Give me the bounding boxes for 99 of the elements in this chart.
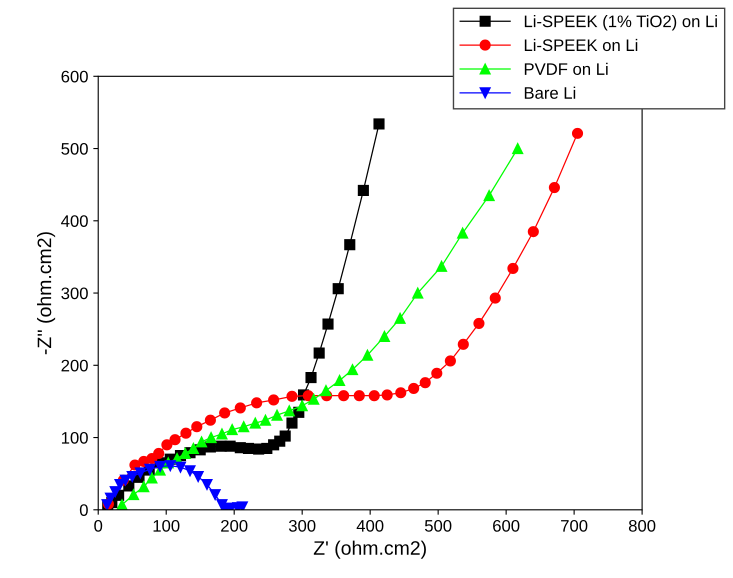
point: [226, 424, 238, 436]
point: [436, 260, 448, 272]
x-tick-label: 800: [628, 520, 656, 532]
point: [444, 355, 456, 367]
point: [146, 472, 158, 484]
x-tick-label: 100: [154, 520, 180, 532]
y-tick-label: 600: [62, 70, 88, 82]
y-axis-title: -Z'' (ohm.cm2): [37, 232, 56, 354]
point: [219, 407, 230, 419]
point: [126, 471, 138, 482]
point: [332, 283, 344, 294]
point: [394, 312, 406, 324]
point: [180, 428, 192, 439]
x-tick-label: 400: [356, 520, 384, 532]
x-tick-label: 0: [94, 520, 102, 532]
point: [196, 436, 208, 448]
point: [484, 190, 495, 202]
point: [344, 239, 356, 250]
point: [210, 489, 221, 500]
x-tick-label: 300: [288, 520, 316, 532]
legend-label: Li-SPEEK (1% TiO2) on Li: [524, 15, 717, 31]
point: [268, 394, 280, 406]
point: [305, 372, 317, 384]
point: [458, 338, 469, 350]
x-tick-label: 700: [561, 520, 588, 532]
point: [395, 387, 406, 398]
point: [184, 465, 196, 476]
point: [260, 414, 272, 426]
point: [378, 330, 390, 342]
y-tick-label: 100: [62, 432, 88, 444]
point: [238, 421, 250, 432]
point: [161, 439, 172, 450]
point: [362, 350, 373, 361]
point: [153, 448, 164, 459]
point: [154, 460, 166, 472]
point: [308, 394, 320, 405]
point: [548, 182, 560, 194]
point: [128, 489, 140, 500]
y-tick-label: 200: [62, 360, 88, 372]
point: [338, 390, 350, 402]
point: [296, 400, 308, 412]
point: [512, 142, 524, 154]
point: [286, 418, 298, 429]
point: [382, 389, 393, 400]
point: [138, 481, 150, 492]
point: [431, 368, 442, 379]
point: [201, 478, 213, 490]
point: [322, 318, 334, 330]
point: [412, 287, 424, 299]
point: [302, 390, 314, 402]
point: [224, 440, 236, 452]
point: [180, 448, 191, 459]
x-tick-label: 600: [493, 520, 520, 532]
point: [251, 397, 262, 408]
point: [188, 442, 199, 454]
y-tick-label: 400: [61, 215, 88, 227]
legend-label: Bare Li: [524, 86, 576, 99]
x-tick-label: 200: [221, 520, 248, 532]
point: [528, 226, 539, 238]
point: [164, 460, 176, 472]
point: [216, 428, 228, 440]
point: [236, 501, 248, 510]
point: [408, 382, 420, 394]
point: [174, 462, 186, 473]
y-tick-label: 0: [80, 504, 88, 516]
point: [320, 385, 332, 396]
point: [507, 262, 518, 274]
point: [572, 128, 584, 139]
legend-label: PVDF on Li: [524, 62, 608, 75]
point: [286, 390, 298, 402]
x-tick-label: 500: [424, 520, 452, 532]
point: [204, 414, 216, 426]
point: [206, 432, 217, 444]
point: [473, 318, 484, 329]
point: [354, 390, 365, 402]
point: [192, 471, 204, 482]
point: [234, 402, 246, 414]
point: [134, 467, 146, 479]
point: [368, 390, 380, 402]
point: [490, 292, 501, 304]
point: [358, 184, 369, 196]
point: [250, 418, 261, 429]
point: [314, 347, 325, 359]
point: [191, 421, 202, 432]
point: [420, 377, 431, 388]
y-tick-label: 500: [61, 142, 88, 155]
legend-label: Li-SPEEK on Li: [524, 38, 638, 52]
point: [334, 374, 346, 386]
point: [242, 442, 254, 454]
point: [280, 430, 291, 442]
point: [110, 486, 121, 498]
x-axis-title: Z' (ohm.cm2): [314, 540, 426, 559]
point: [457, 228, 468, 239]
point: [373, 118, 385, 130]
point: [346, 364, 358, 376]
point: [169, 434, 181, 446]
point: [284, 405, 295, 416]
point: [271, 410, 283, 421]
y-tick-label: 300: [61, 287, 88, 300]
